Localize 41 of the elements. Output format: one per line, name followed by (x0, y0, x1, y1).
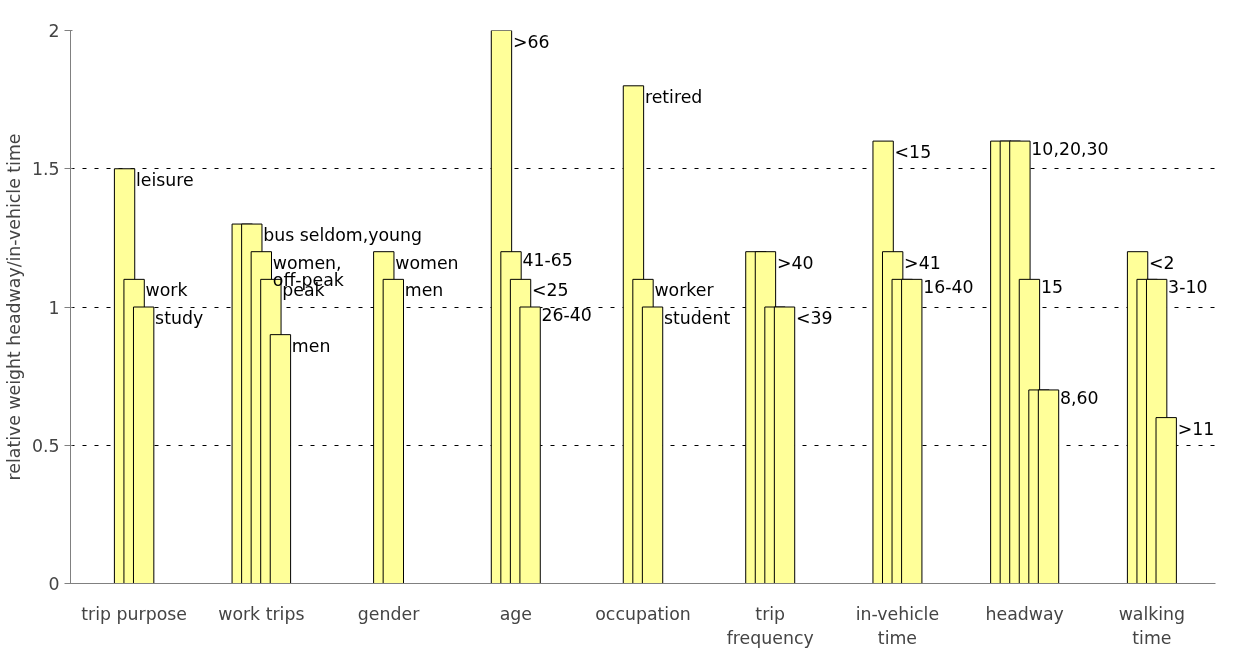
annotation: women (395, 252, 459, 273)
x-tick-label: trip purpose (81, 603, 187, 624)
annotation: <15 (894, 142, 932, 163)
annotation: <25 (532, 280, 569, 301)
x-tick-label: occupation (595, 603, 691, 624)
annotation: >66 (512, 31, 550, 52)
y-axis-title: relative weight headway/in-vehicle time (3, 133, 24, 481)
annotation: men (291, 335, 331, 356)
x-tick-label: gender (357, 603, 421, 624)
annotation: >11 (1177, 418, 1215, 439)
annotation: >41 (904, 252, 941, 273)
annotation: study (155, 308, 204, 328)
annotation: retired (644, 86, 703, 107)
x-tick-label: work trips (218, 603, 305, 624)
annotation: 26-40 (541, 305, 592, 325)
y-tick-label: 1 (48, 297, 60, 318)
annotation: >40 (776, 252, 814, 273)
annotation: 41-65 (522, 249, 573, 270)
annotation: leisure (136, 169, 194, 190)
annotation: <39 (795, 308, 833, 328)
annotation: <2 (1149, 252, 1175, 273)
annotation: 16-40 (923, 277, 974, 298)
annotation: student (663, 308, 731, 328)
x-tick-label: age (499, 603, 532, 624)
x-tick-label: trip frequency (726, 603, 814, 648)
y-tick-label: 2 (48, 21, 60, 41)
y-tick-label: 0 (48, 574, 60, 594)
x-tick-label: headway (985, 603, 1064, 624)
annotation: bus seldom,young (263, 225, 423, 246)
x-tick-label: walking time (1118, 603, 1186, 648)
annotation: 15 (1040, 277, 1063, 298)
annotation: 10,20,30 (1031, 139, 1109, 160)
annotation: 8,60 (1059, 387, 1099, 408)
annotation: women, (272, 252, 342, 273)
annotation: worker (654, 280, 715, 301)
y-tick-label: 0.5 (31, 435, 60, 456)
annotation: work (145, 280, 188, 301)
annotation: 3-10 (1168, 277, 1208, 298)
y-tick-label: 1.5 (31, 159, 60, 180)
annotation: men (404, 280, 444, 301)
x-tick-label: in-vehicle time (855, 603, 940, 648)
